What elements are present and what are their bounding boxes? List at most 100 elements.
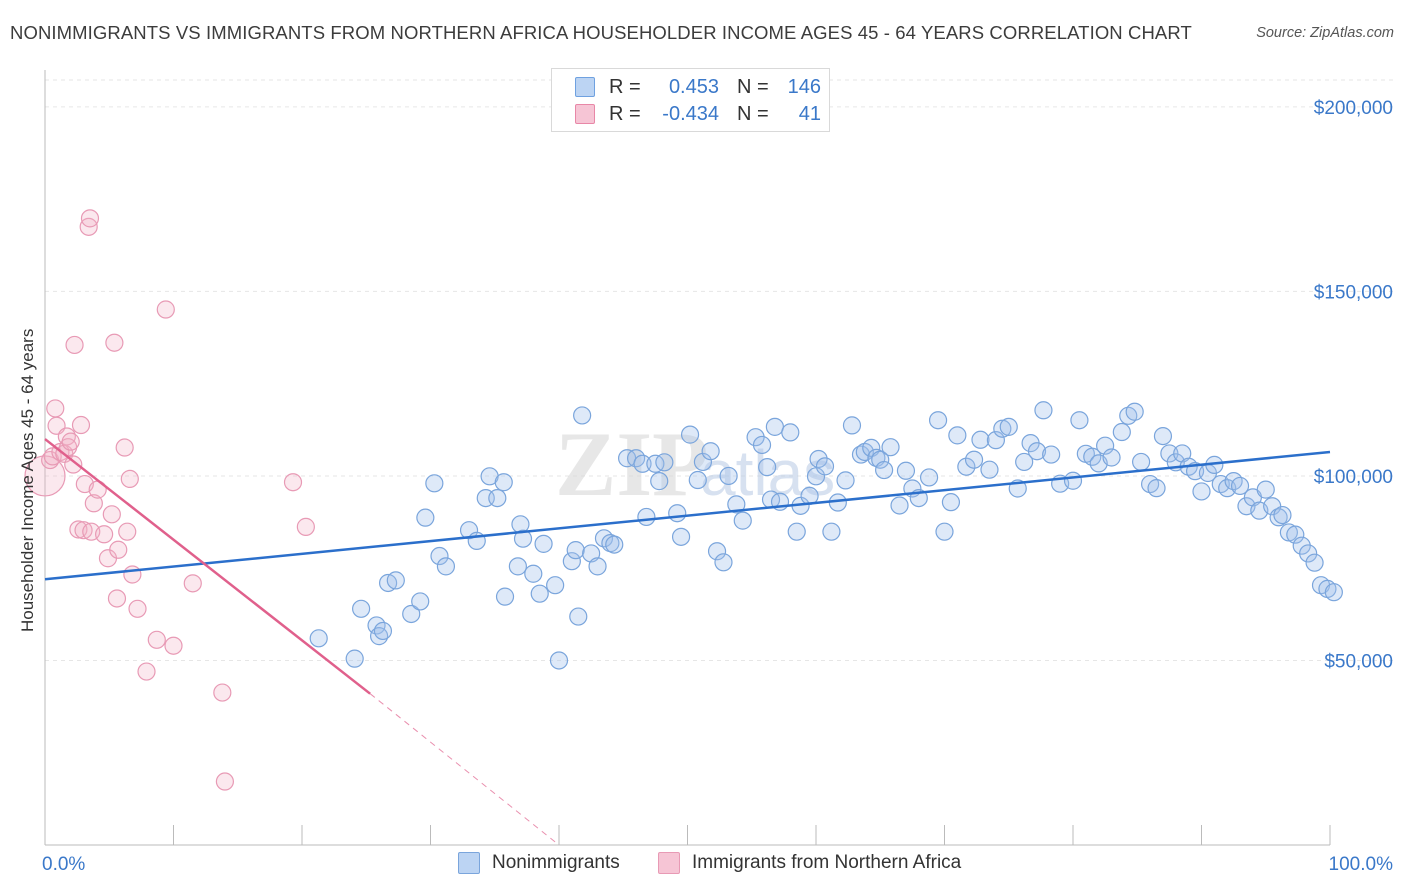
immigrant-point (84, 494, 103, 513)
nonimmigrant-point (495, 587, 515, 606)
nonimmigrant-point (1102, 448, 1121, 467)
nonimmigrant-point (1192, 482, 1211, 501)
nonimmigrant-point (701, 442, 720, 461)
nonimmigrant-point (875, 460, 894, 480)
nonimmigrant-point (530, 584, 549, 603)
nonimmigrant-point (765, 417, 784, 436)
nonimmigrant-point (1230, 476, 1250, 496)
immigrant-point (46, 399, 65, 418)
nonimmigrant-point (733, 511, 752, 530)
gridlines (45, 79, 1395, 661)
nonimmigrant-point (1324, 583, 1343, 602)
immigrant-point (156, 300, 175, 319)
immigrant-points (24, 209, 315, 791)
nonimmigrant-point (809, 449, 828, 469)
immigrant-point (105, 333, 124, 352)
immigrant-point (296, 517, 315, 536)
nonimmigrant-point (549, 651, 569, 670)
nonimmigrant-point (633, 454, 652, 473)
nonimmigrant-point (871, 450, 890, 469)
nonimmigrant-point (345, 649, 364, 668)
x-tick-label-max: 100.0% (1329, 854, 1394, 875)
nonimmigrant-point (964, 450, 984, 469)
nonimmigrant-point (562, 552, 581, 571)
nonimmigrant-point (881, 438, 900, 457)
nonimmigrant-point (993, 419, 1012, 438)
nonimmigrant-point (668, 504, 687, 523)
nonimmigrant-point (1112, 422, 1131, 442)
legend-item-nonimmigrants: Nonimmigrants (458, 852, 620, 874)
nonimmigrant-point (1286, 525, 1305, 544)
bottom-legend: Nonimmigrants Immigrants from Northern A… (0, 852, 1406, 876)
nonimmigrant-point (919, 468, 939, 487)
nonimmigrant-point (605, 535, 624, 554)
nonimmigrant-point (566, 541, 585, 560)
nonimmigrant-point (1070, 411, 1089, 430)
nonimmigrant-points (309, 401, 1343, 670)
stats-row-nonimmigrants: R = 0.453 N = 146 (552, 74, 821, 100)
nonimmigrant-point (646, 454, 665, 473)
nonimmigrant-point (671, 527, 691, 546)
stats-swatch-pink (575, 104, 595, 124)
nonimmigrant-point (573, 406, 592, 425)
legend-label: Immigrants from Northern Africa (692, 852, 962, 873)
immigrant-point (137, 662, 156, 681)
nonimmigrant-point (714, 553, 733, 572)
immigrant-point (65, 335, 84, 355)
nonimmigrant-point (896, 461, 916, 480)
nonimmigrant-point (373, 621, 393, 641)
nonimmigrant-point (524, 564, 543, 583)
nonimmigrant-point (719, 466, 738, 486)
immigrant-point (128, 599, 147, 618)
chart-title: NONIMMIGRANTS VS IMMIGRANTS FROM NORTHER… (10, 22, 1192, 43)
nonimmigrant-point (569, 607, 588, 626)
nonimmigrant-point (1096, 436, 1115, 455)
nonimmigrant-point (1305, 553, 1324, 572)
legend-swatch-pink (658, 852, 680, 874)
nonimmigrant-point (416, 508, 435, 527)
nonimmigrant-point (1273, 505, 1292, 525)
immigrant-point (80, 209, 100, 228)
nonimmigrant-point (494, 473, 513, 492)
nonimmigrant-point (1015, 452, 1034, 472)
stats-swatch-blue (575, 77, 595, 97)
nonimmigrant-point (787, 522, 806, 541)
nonimmigrant-point (546, 576, 565, 595)
nonimmigrant-point (980, 460, 999, 479)
n-value: 41 (798, 102, 821, 125)
immigrant-point (215, 772, 234, 791)
immigrant-point (74, 521, 93, 540)
n-value: 146 (787, 75, 821, 98)
axes (44, 70, 1331, 846)
immigrant-point (24, 455, 66, 497)
stats-legend: R = 0.453 N = 146 R = -0.434 N = 41 (551, 68, 830, 132)
nonimmigrant-point (1027, 442, 1047, 461)
immigrant-point (118, 522, 137, 541)
nonimmigrant-point (1125, 402, 1144, 421)
nonimmigrant-point (928, 411, 948, 430)
nonimmigrant-point (1132, 452, 1151, 472)
immigrant-point (107, 589, 127, 608)
x-tick-label-min: 0.0% (42, 854, 85, 875)
immigrant-point (95, 525, 114, 544)
r-label: R = (609, 102, 641, 125)
nonimmigrant-point (957, 457, 976, 476)
nonimmigrant-point (1042, 445, 1061, 464)
immigrant-trend-line (44, 438, 371, 695)
immigrant-point (213, 683, 232, 702)
nonimmigrant-point (935, 522, 954, 541)
svg-text:atlas: atlas (700, 437, 835, 509)
nonimmigrant-point (637, 507, 656, 527)
nonimmigrant-point (752, 435, 772, 455)
immigrant-point (71, 415, 91, 435)
immigrant-point (115, 438, 134, 457)
nonimmigrant-point (508, 557, 527, 576)
nonimmigrant-point (386, 571, 405, 590)
immigrant-point (109, 540, 128, 559)
nonimmigrant-point (588, 557, 607, 576)
n-label: N = (737, 102, 769, 125)
y-tick-label: $150,000 (1314, 282, 1393, 303)
nonimmigrant-point (1299, 544, 1318, 563)
nonimmigrant-point (1256, 480, 1275, 499)
